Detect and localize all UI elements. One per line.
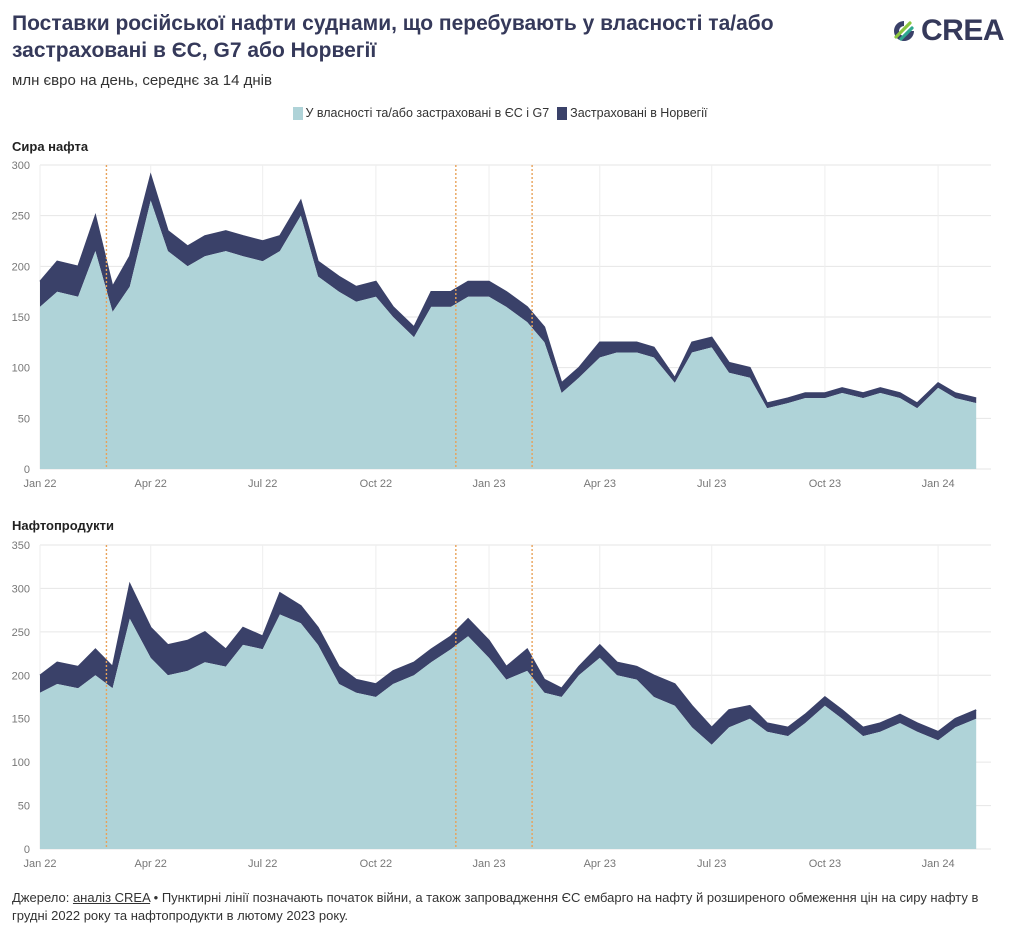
- legend-item-norway[interactable]: Застраховані в Норвегії: [557, 106, 708, 120]
- y-tick-label: 350: [12, 540, 30, 552]
- area-eu-g7-owned-insured[interactable]: [40, 200, 977, 470]
- total-line: [39, 581, 977, 733]
- y-tick-label: 200: [12, 670, 30, 682]
- legend-item-eu-g7[interactable]: У власності та/або застраховані в ЄС і G…: [292, 106, 550, 120]
- chart-subtitle: млн євро на день, середнє за 14 днів: [12, 72, 272, 89]
- footer-note-text: • Пунктирні лінії позначають початок вій…: [12, 890, 979, 923]
- y-tick-label: 50: [18, 413, 30, 425]
- x-tick-label: Oct 23: [809, 858, 841, 870]
- x-tick-label: Apr 23: [584, 478, 616, 490]
- footer-note: Джерело: аналіз CREA • Пунктирні лінії п…: [12, 889, 1007, 925]
- x-tick-label: Oct 22: [360, 858, 392, 870]
- area-norway-insured[interactable]: [40, 584, 977, 745]
- y-tick-label: 250: [12, 211, 30, 223]
- area-eu-g7-owned-insured[interactable]: [40, 614, 977, 850]
- x-tick-label: Jul 23: [697, 478, 726, 490]
- legend-label-eu-g7: У власності та/або застраховані в ЄС і G…: [305, 106, 550, 120]
- y-tick-label: 0: [24, 464, 30, 476]
- crea-logo[interactable]: CREA: [892, 14, 1005, 48]
- total-line: [39, 172, 977, 405]
- x-tick-label: Apr 23: [584, 858, 616, 870]
- x-tick-label: Jul 22: [248, 478, 277, 490]
- crude-oil-chart: 0 50 100 150 200 250 300 Jan 22 Apr 22 Jul 22 Oct …: [12, 160, 991, 490]
- crude-panel-title: Сира нафта: [12, 139, 89, 154]
- x-tick-label: Oct 22: [360, 478, 392, 490]
- x-tick-label: Jan 22: [23, 478, 56, 490]
- chart-legend: У власності та/або застраховані в ЄС і G…: [0, 106, 1000, 120]
- y-tick-label: 150: [12, 312, 30, 324]
- legend-swatch-norway: [557, 106, 568, 120]
- x-tick-label: Jul 22: [248, 858, 277, 870]
- y-tick-label: 100: [12, 757, 30, 769]
- y-tick-label: 200: [12, 261, 30, 273]
- y-tick-label: 250: [12, 627, 30, 639]
- crea-logo-icon: [894, 21, 914, 41]
- x-tick-label: Jan 23: [473, 478, 506, 490]
- y-tick-label: 50: [18, 801, 30, 813]
- y-tick-label: 0: [24, 844, 30, 856]
- chart-title: Поставки російської нафти суднами, що пе…: [12, 12, 774, 62]
- products-panel-title: Нафтопродукти: [12, 518, 115, 533]
- legend-label-norway: Застраховані в Норвегії: [570, 106, 708, 120]
- x-tick-label: Jan 22: [23, 858, 56, 870]
- x-tick-label: Jan 24: [922, 478, 955, 490]
- y-tick-label: 100: [12, 363, 30, 375]
- legend-swatch-eu-g7: [292, 106, 303, 120]
- crea-logo-text: CREA: [921, 14, 1005, 47]
- x-tick-label: Apr 22: [135, 478, 167, 490]
- footer-source-prefix: Джерело:: [12, 890, 73, 905]
- x-tick-label: Jan 23: [473, 858, 506, 870]
- x-tick-label: Oct 23: [809, 478, 841, 490]
- oil-products-chart: 0 50 100 150 200 250 300 350 Jan 22 Apr 22 Jul 22 O…: [12, 540, 991, 870]
- x-tick-label: Jul 23: [697, 858, 726, 870]
- x-tick-label: Jan 24: [922, 858, 955, 870]
- source-link[interactable]: аналіз CREA: [72, 890, 151, 905]
- x-tick-label: Apr 22: [135, 858, 167, 870]
- y-tick-label: 300: [12, 583, 30, 595]
- y-tick-label: 300: [12, 160, 30, 172]
- y-tick-label: 150: [12, 714, 30, 726]
